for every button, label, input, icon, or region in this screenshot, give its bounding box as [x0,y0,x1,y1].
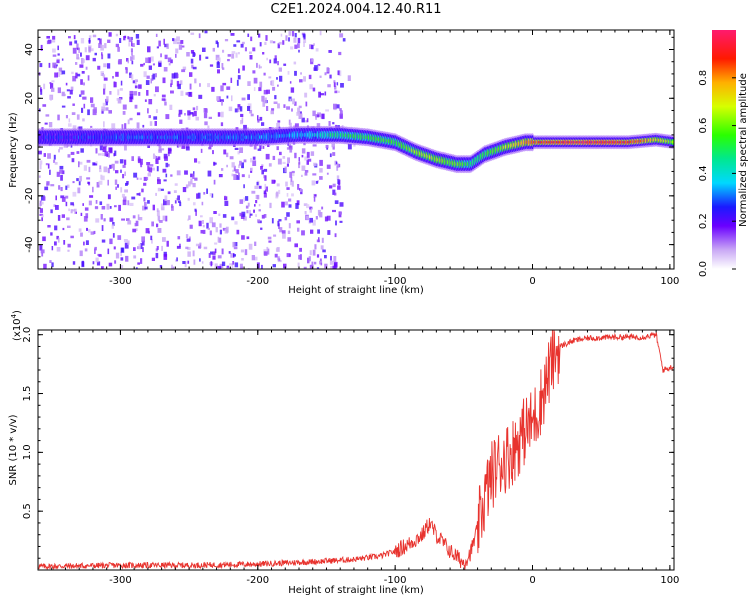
heatmap-x-tick-label: -200 [246,276,269,287]
heatmap-frame [37,29,675,270]
snr-x-tick-label: -300 [109,575,132,586]
heatmap-y-tick-label: -40 [24,236,35,252]
snr-x-tick-label: -200 [246,575,269,586]
heatmap-ridge [38,125,674,174]
snr-y-tick-label: 0.5 [22,503,33,519]
snr-y-axis-label: SNR (10 * v/v) [8,414,19,485]
heatmap-noise [38,30,356,269]
colorbar-label: Normalized spectral amplitude [738,73,749,227]
snr-x-axis-label: Height of straight line (km) [288,585,424,596]
colorbar-tick-label: 0.4 [698,165,709,181]
heatmap-x-tick-label: -300 [109,276,132,287]
colorbar-tick-label: 0.6 [698,118,709,134]
snr-y-tick-label: 2.0 [22,327,33,343]
heatmap-y-tick-label: 0 [24,144,35,150]
snr-y-tick-label: 1.5 [22,386,33,402]
colorbar-tick-label: 0.0 [698,261,709,277]
snr-frame [37,329,675,571]
snr-y-multiplier: (x104) [10,310,23,341]
heatmap-y-tick-label: -20 [24,188,35,204]
heatmap-x-axis-label: Height of straight line (km) [288,285,424,296]
heatmap-y-tick-label: 40 [24,43,35,56]
snr-y-tick-label: 1.0 [22,444,33,460]
snr-x-tick-label: 100 [660,575,679,586]
heatmap-y-tick-label: 20 [24,92,35,105]
snr-x-tick-label: 0 [529,575,535,586]
snr-x-tick-label: -100 [384,575,407,586]
snr-line [38,330,674,570]
heatmap-y-axis-label: Frequency (Hz) [8,112,19,188]
colorbar [712,30,736,269]
colorbar-tick-label: 0.8 [698,70,709,86]
heatmap-x-tick-label: 100 [660,276,679,287]
page-title: C2E1.2024.004.12.40.R11 [270,2,442,17]
heatmap-x-tick-label: -100 [384,276,407,287]
heatmap-x-tick-label: 0 [529,276,535,287]
colorbar-tick-label: 0.2 [698,213,709,229]
